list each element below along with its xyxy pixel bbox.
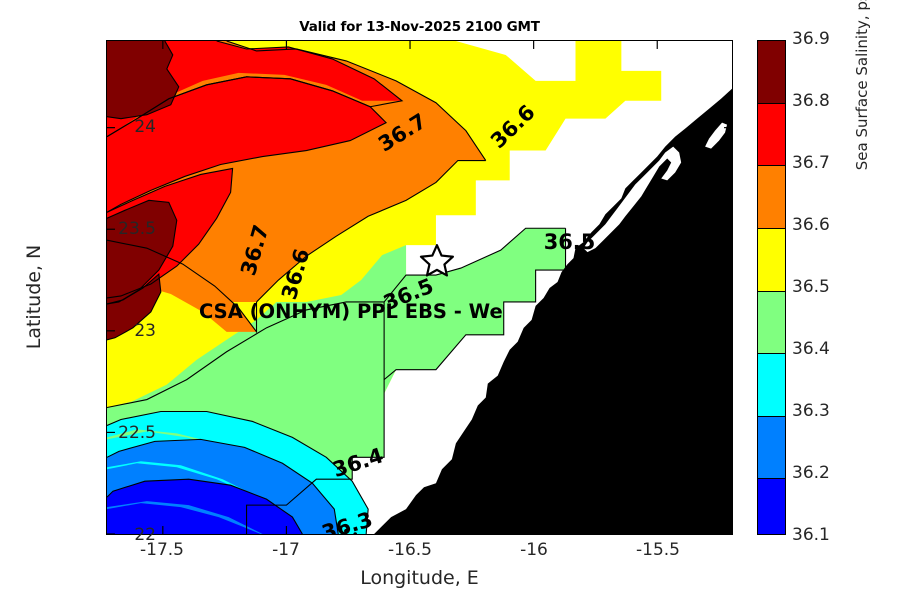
xtick-label: -16: [520, 540, 548, 560]
map-overlay-label: CSA (ONHYM) PPL EBS - We: [199, 300, 503, 323]
contour-band-36.7-36.8: [107, 41, 403, 137]
colorbar-tick: 36.6: [792, 215, 830, 235]
contour-band-36.8-36.9-mid: [107, 200, 177, 304]
station-star-marker[interactable]: [419, 244, 454, 277]
contour-band-36.8-36.9: [107, 41, 179, 119]
ytick-label: 23.5: [118, 219, 156, 239]
contour-band-36.1-36.2-b: [107, 479, 303, 534]
xtick-label: -16.5: [388, 540, 432, 560]
colorbar-tick: 36.3: [792, 401, 830, 421]
islet-marker-1: [344, 528, 349, 534]
xtick-label: -15.5: [636, 540, 680, 560]
colorbar-band: [758, 291, 785, 355]
contour-band-36.1-36.2: [107, 503, 261, 534]
land-mask-layer: [336, 41, 732, 534]
colorbar-tick: 36.5: [792, 277, 830, 297]
coastline-inlet-pocket: [705, 122, 728, 149]
colorbar-tick: 36.8: [792, 91, 830, 111]
colorbar-band: [758, 416, 785, 480]
ytick-label: 22: [134, 525, 156, 545]
contour-map-canvas: 36.7 36.6 36.536.7 36.636.536.436.3: [107, 41, 732, 534]
islet-marker-2: [353, 532, 357, 534]
colorbar-band: [758, 41, 785, 104]
colorbar-band: [758, 354, 785, 417]
contour-plot-area: 36.7 36.6 36.5 36.7 36.6 36.5 36.4 36.3: [106, 40, 733, 535]
colorbar-band: [758, 228, 785, 292]
xtick-label: -17.5: [140, 540, 184, 560]
page-title: Valid for 13-Nov-2025 2100 GMT: [299, 19, 540, 35]
colorbar-title: Sea Surface Salinity, psu: [853, 0, 871, 171]
coastline-landmass: [374, 41, 732, 534]
contour-band-36.3-36.4-b: [107, 411, 369, 534]
ytick-label: 23: [134, 321, 156, 341]
islet-marker-3: [336, 527, 340, 531]
ytick-label: 22.5: [118, 423, 156, 443]
colorbar-band: [758, 103, 785, 167]
colorbar-tick: 36.7: [792, 153, 830, 173]
y-axis-title: Latitude, N: [23, 244, 45, 350]
colorbar-tick: 36.1: [792, 525, 830, 545]
colorbar-band: [758, 166, 785, 229]
contour-band-36.8-36.9-low: [107, 274, 161, 340]
colorbar-tick: 36.2: [792, 463, 830, 483]
contour-band-36.7-36.8-b: [107, 76, 387, 213]
colorbar-band: [758, 479, 785, 534]
contour-label: 36.5: [544, 230, 596, 254]
ytick-label: 24: [134, 117, 156, 137]
colorbar-tick: 36.4: [792, 339, 830, 359]
x-axis-title: Longitude, E: [360, 567, 479, 589]
contour-line-layer: [107, 41, 567, 534]
colorbar: [757, 40, 786, 535]
colorbar-tick: 36.9: [792, 29, 830, 49]
coastline-inlet: [583, 146, 682, 253]
xtick-label: -17: [272, 540, 300, 560]
